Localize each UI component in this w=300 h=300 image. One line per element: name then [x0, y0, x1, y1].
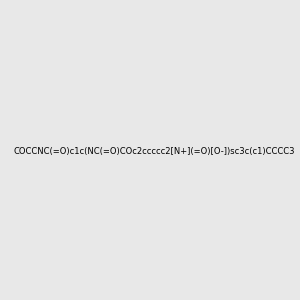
Text: COCCNC(=O)c1c(NC(=O)COc2ccccc2[N+](=O)[O-])sc3c(c1)CCCC3: COCCNC(=O)c1c(NC(=O)COc2ccccc2[N+](=O)[O… [13, 147, 295, 156]
